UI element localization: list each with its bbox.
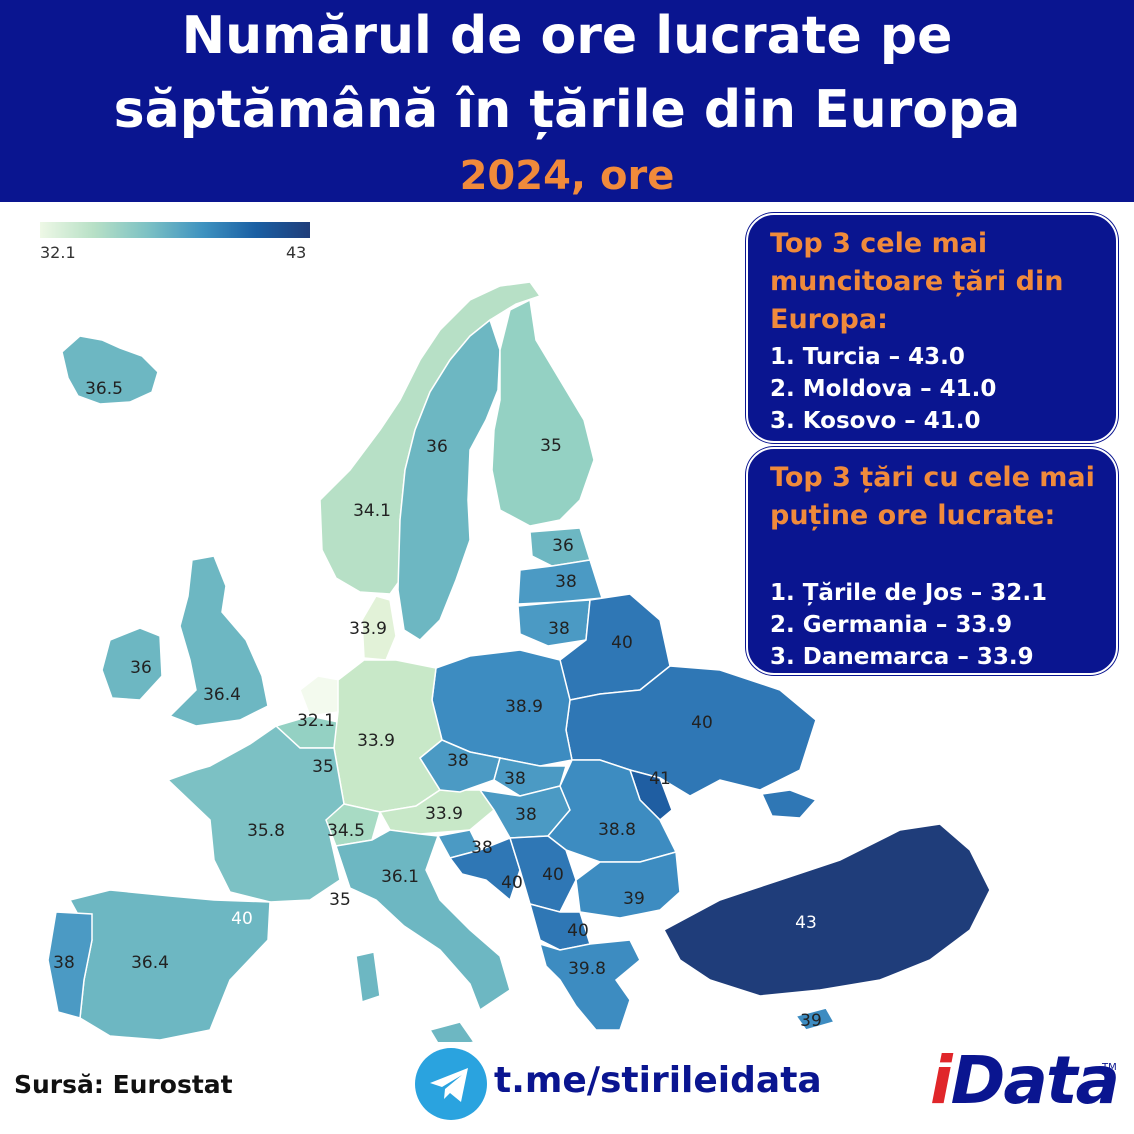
label-croatia: 40 [501,873,523,893]
country-cyprus [794,1007,836,1031]
label-romania: 38.8 [598,820,636,840]
telegram-icon[interactable] [414,1047,488,1121]
label-denmark: 33.9 [349,619,387,639]
label-macedonia: 40 [567,921,589,941]
island-sardinia [355,951,381,1003]
title-line-2: săptămână în țările din Europa [113,80,1021,140]
label-andorra-area: 40 [231,909,253,929]
country-bulgaria [575,851,681,919]
top-least-hours-title: Top 3 țări cu cele mai puține ore lucrat… [770,462,1095,531]
label-belgium: 35 [312,757,334,777]
country-portugal [47,911,93,1019]
europe-map: 36.5 34.1 36 35 36 38 38 40 40 38.9 36 3… [47,281,991,1042]
country-sweden [397,318,501,641]
label-slovenia: 38 [471,838,493,858]
telegram-link[interactable]: t.me/stirileidata [494,1060,822,1101]
label-slovakia: 38 [504,769,526,789]
top-most-hours-title: Top 3 cele mai muncitoare țări din Europ… [770,228,1064,335]
list-item: 3. Kosovo – 41.0 [770,408,981,434]
label-norway: 34.1 [353,501,391,521]
list-item: 2. Moldova – 41.0 [770,376,997,402]
country-serbia [508,835,577,913]
label-iceland: 36.5 [85,379,123,399]
label-belarus: 40 [611,633,633,653]
top-most-hours-box: Top 3 cele mai muncitoare țări din Europ… [746,213,1118,443]
logo-i: i [930,1042,953,1119]
island-sicily [428,1021,475,1042]
label-spain: 36.4 [131,953,169,973]
idata-logo: iData [930,1042,1120,1119]
label-italy: 36.1 [381,867,419,887]
list-item: 1. Țările de Jos – 32.1 [770,580,1048,606]
label-sweden: 36 [426,437,448,457]
label-czechia: 38 [447,751,469,771]
label-serbia: 40 [542,865,564,885]
country-france [166,725,345,903]
country-crimea [760,789,818,819]
legend-min-label: 32.1 [40,243,76,262]
label-moldova: 41 [649,769,671,789]
label-monaco-area: 35 [329,890,351,910]
country-ireland [101,627,163,701]
label-netherlands: 32.1 [297,711,335,731]
subtitle: 2024, ore [459,153,675,199]
logo-data: Data [950,1042,1120,1119]
label-turkey: 43 [795,913,817,933]
label-estonia: 36 [552,536,574,556]
label-ukraine: 40 [691,713,713,733]
label-ireland: 36 [130,658,152,678]
label-portugal: 38 [53,953,75,973]
label-uk: 36.4 [203,685,241,705]
country-croatia [448,837,521,902]
list-item: 2. Germania – 33.9 [770,612,1013,638]
country-denmark [361,595,397,661]
source-note: Sursă: Eurostat [14,1070,233,1099]
label-hungary: 38 [515,805,537,825]
label-germany: 33.9 [357,731,395,751]
label-switzerland: 34.5 [327,821,365,841]
country-italy [335,829,511,1012]
label-poland: 38.9 [505,697,543,717]
color-scale-bar [40,222,310,238]
country-uk [168,555,269,727]
label-bulgaria: 39 [623,889,645,909]
label-austria: 33.9 [425,804,463,824]
label-lithuania: 38 [548,619,570,639]
trademark-mark: TM [1102,1062,1117,1073]
label-cyprus: 39 [800,1011,822,1031]
list-item: 3. Danemarca – 33.9 [770,644,1034,670]
top-least-hours-box: Top 3 țări cu cele mai puține ore lucrat… [746,447,1118,675]
country-finland [491,298,595,527]
list-item: 1. Turcia – 43.0 [770,344,965,370]
top-most-hours-list: 1. Turcia – 43.0 2. Moldova – 41.0 3. Ko… [770,341,996,437]
label-latvia: 38 [555,572,577,592]
title-line-1: Numărul de ore lucrate pe [181,6,953,66]
country-switzerland [325,803,381,847]
country-netherlands [299,675,341,717]
top-least-hours-list: 1. Țările de Jos – 32.1 2. Germania – 33… [770,577,1047,673]
country-iceland [61,335,159,405]
country-turkey [662,823,991,997]
label-finland: 35 [540,436,562,456]
label-greece: 39.8 [568,959,606,979]
legend-max-label: 43 [286,243,307,262]
header-banner: Numărul de ore lucrate pe săptămână în ț… [0,0,1134,202]
label-france: 35.8 [247,821,285,841]
country-greece [538,939,641,1031]
